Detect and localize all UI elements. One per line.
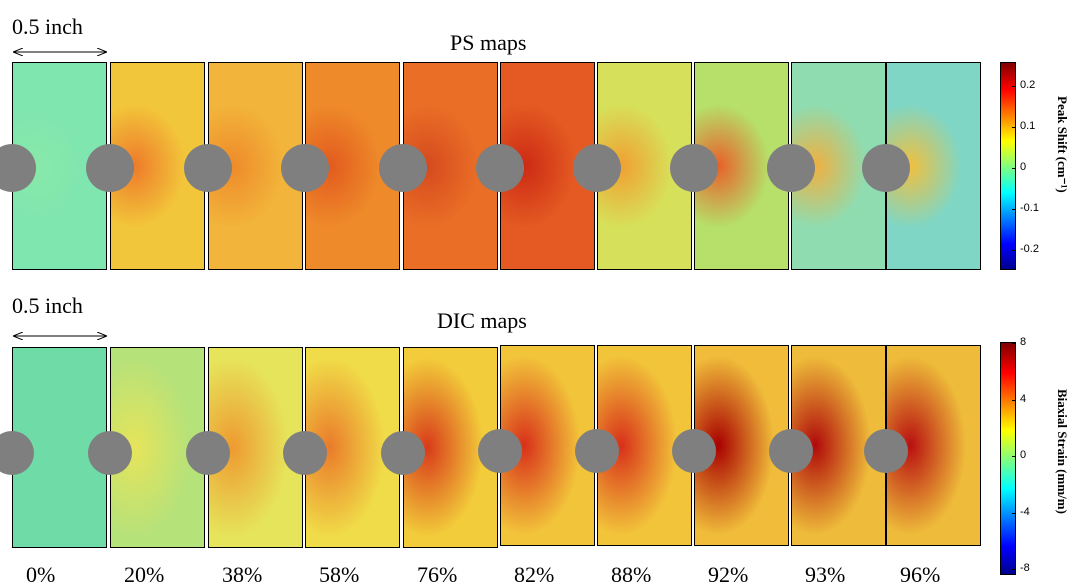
colorbar-tick: [1012, 86, 1016, 88]
scale-arrows: [0, 0, 120, 350]
specimen-hole: [86, 144, 134, 192]
strain-level: 76%: [417, 562, 458, 586]
colorbar-tick: [1012, 127, 1016, 129]
colorbar-tick-label: -8: [1020, 562, 1030, 575]
colorbar: [1000, 342, 1016, 575]
colorbar-tick-label: 0.2: [1020, 79, 1036, 92]
specimen-hole: [0, 431, 34, 475]
specimen-hole: [184, 144, 232, 192]
specimen-hole: [379, 144, 427, 192]
colorbar-tick: [1012, 168, 1016, 170]
colorbar-tick: [1012, 249, 1016, 251]
specimen-hole: [769, 429, 813, 473]
specimen-hole: [864, 429, 908, 473]
scale-label: 0.5 inch: [12, 14, 83, 39]
colorbar: [1000, 62, 1016, 270]
specimen-hole: [573, 144, 621, 192]
colorbar-tick-label: 0: [1020, 161, 1027, 174]
specimen-hole: [476, 144, 524, 192]
specimen-hole: [478, 429, 522, 473]
specimen-hole: [862, 144, 910, 192]
row-title: DIC maps: [437, 308, 527, 333]
specimen-hole: [88, 431, 132, 475]
colorbar-tick: [1012, 512, 1016, 514]
strain-level: 38%: [222, 562, 263, 586]
colorbar-tick: [1012, 399, 1016, 401]
specimen-hole: [672, 429, 716, 473]
strain-level: 92%: [708, 562, 749, 586]
specimen-hole: [575, 429, 619, 473]
colorbar-tick-label: 4: [1020, 392, 1027, 405]
strain-level: 0%: [26, 562, 56, 586]
colorbar-tick-label: -0.2: [1020, 242, 1039, 255]
scale-label: 0.5 inch: [12, 293, 83, 318]
strain-level: 93%: [805, 562, 846, 586]
specimen-hole: [186, 431, 230, 475]
specimen-hole: [767, 144, 815, 192]
strain-level: 58%: [319, 562, 360, 586]
specimen-hole: [283, 431, 327, 475]
colorbar-tick-label: -4: [1020, 505, 1030, 518]
specimen-hole: [381, 431, 425, 475]
colorbar-tick: [1012, 343, 1016, 345]
colorbar-tick: [1012, 208, 1016, 210]
specimen-hole: [281, 144, 329, 192]
colorbar-label: Biaxial Strain (mm/m): [1055, 388, 1070, 514]
colorbar-label: Peak Shift (cm⁻¹): [1055, 96, 1070, 193]
colorbar-tick: [1012, 569, 1016, 571]
strain-level: 96%: [900, 562, 941, 586]
colorbar-tick-label: 0.1: [1020, 120, 1036, 133]
strain-level: 82%: [514, 562, 555, 586]
colorbar-tick-label: 0: [1020, 449, 1027, 462]
colorbar-tick-label: -0.1: [1020, 201, 1039, 214]
row-title: PS maps: [450, 30, 527, 55]
ps-map: [886, 62, 981, 270]
colorbar-tick-label: 8: [1020, 336, 1027, 349]
strain-level: 88%: [611, 562, 652, 586]
strain-level: 20%: [124, 562, 165, 586]
colorbar-tick: [1012, 456, 1016, 458]
specimen-hole: [670, 144, 718, 192]
